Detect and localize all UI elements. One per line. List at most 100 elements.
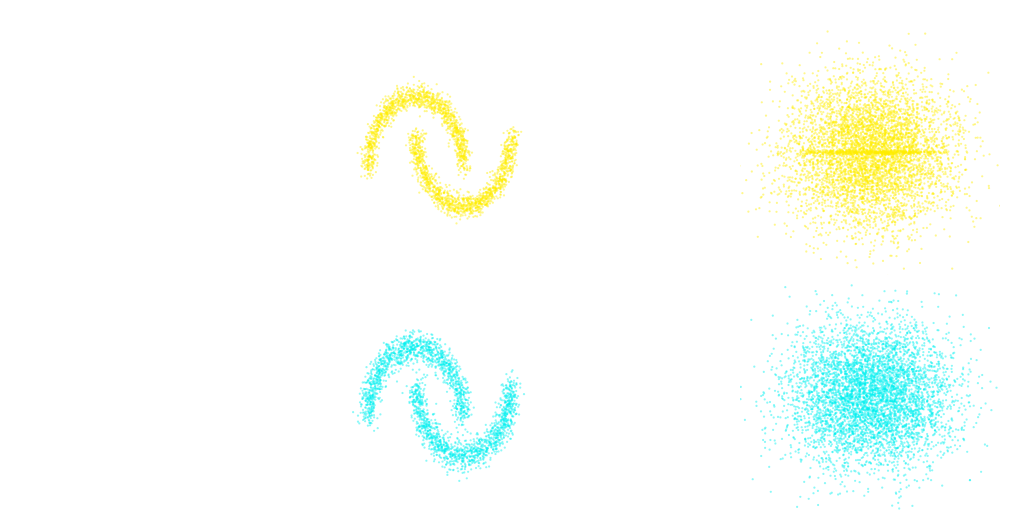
scatter-point xyxy=(461,205,464,208)
scatter-point xyxy=(507,132,511,135)
scatter-point xyxy=(507,149,510,152)
scatter-point xyxy=(397,101,400,104)
scatter-point xyxy=(854,155,857,158)
scatter-point xyxy=(367,168,370,171)
scatter-point xyxy=(418,136,421,140)
scatter-point xyxy=(946,182,949,185)
scatter-point xyxy=(850,126,853,129)
scatter-point xyxy=(493,197,496,200)
scatter-point xyxy=(498,178,501,181)
scatter-point xyxy=(433,201,436,204)
scatter-point xyxy=(410,151,413,154)
scatter-point xyxy=(451,208,454,211)
scatter-point xyxy=(798,64,801,67)
scatter-point xyxy=(474,214,477,218)
scatter-point xyxy=(442,201,445,204)
scatter-point xyxy=(464,153,467,156)
scatter-point xyxy=(845,156,848,159)
scatter-point xyxy=(887,183,890,186)
scatter-point xyxy=(391,114,394,117)
scatter-point xyxy=(510,127,513,130)
scatter-point xyxy=(431,106,434,109)
scatter-point xyxy=(511,136,514,139)
scatter-point xyxy=(465,145,468,149)
scatter-point xyxy=(861,107,864,110)
scatter-point xyxy=(953,178,956,181)
scatter-point xyxy=(845,40,848,43)
scatter-point xyxy=(859,148,862,151)
scatter-point xyxy=(848,57,851,60)
scatter-point xyxy=(865,219,868,223)
scatter-point xyxy=(904,64,907,67)
scatter-point xyxy=(839,118,842,121)
scatter-point xyxy=(874,136,877,139)
scatter-point xyxy=(365,158,368,161)
scatter-point xyxy=(437,190,441,193)
scatter-point xyxy=(902,188,905,191)
scatter-point xyxy=(393,94,396,97)
scatter-point xyxy=(437,197,440,200)
scatter-point xyxy=(789,150,793,153)
scatter-point xyxy=(444,112,447,115)
scatter-point xyxy=(503,173,506,177)
scatter-point xyxy=(882,126,885,129)
scatter-point xyxy=(854,125,857,128)
scatter-point xyxy=(391,104,394,107)
scatter-point xyxy=(915,123,918,126)
scatter-point xyxy=(487,200,490,203)
scatter-point xyxy=(444,120,447,123)
scatter-point xyxy=(442,108,445,111)
scatter-point xyxy=(400,95,403,98)
scatter-point xyxy=(924,173,927,176)
scatter-point xyxy=(762,172,765,175)
scatter-point xyxy=(461,145,464,148)
scatter-point xyxy=(510,156,513,159)
scatter-point xyxy=(457,141,460,145)
scatter-point xyxy=(513,136,516,139)
scatter-point xyxy=(366,163,369,166)
scatter-point xyxy=(452,134,455,137)
scatter-point xyxy=(383,109,386,112)
scatter-point xyxy=(821,172,824,175)
scatter-point xyxy=(882,144,885,148)
scatter-point xyxy=(832,143,835,146)
scatter-point xyxy=(377,116,380,119)
scatter-point xyxy=(390,125,393,128)
scatter-point xyxy=(499,190,503,194)
scatter-point xyxy=(939,156,942,159)
scatter-point xyxy=(433,191,436,194)
scatter-point xyxy=(892,158,895,161)
scatter-point xyxy=(847,169,850,172)
scatter-point xyxy=(459,136,462,139)
scatter-point xyxy=(819,232,822,235)
scatter-point xyxy=(899,132,902,135)
scatter-point xyxy=(431,190,434,193)
scatter-point xyxy=(412,151,415,154)
scatter-point xyxy=(459,143,462,147)
scatter-point xyxy=(893,114,896,117)
scatter-point xyxy=(512,140,515,143)
scatter-point xyxy=(398,93,401,96)
scatter-point xyxy=(829,183,832,186)
scatter-point xyxy=(469,207,472,210)
scatter-point xyxy=(831,122,834,125)
scatter-point xyxy=(506,146,509,149)
scatter-point xyxy=(391,103,394,106)
scatter-point xyxy=(448,214,452,217)
scatter-point xyxy=(454,124,457,127)
scatter-point xyxy=(838,148,841,151)
scatter-point xyxy=(457,201,461,204)
scatter-point xyxy=(853,86,856,89)
scatter-point xyxy=(811,72,814,75)
scatter-point xyxy=(894,151,898,154)
scatter-point xyxy=(463,151,466,155)
scatter-point xyxy=(385,105,388,109)
scatter-point xyxy=(420,103,423,106)
scatter-point xyxy=(900,155,903,159)
scatter-point xyxy=(417,92,420,95)
scatter-point xyxy=(886,94,889,98)
scatter-point xyxy=(910,144,913,147)
scatter-point xyxy=(857,99,860,102)
scatter-point xyxy=(375,130,378,134)
scatter-point xyxy=(908,150,912,153)
